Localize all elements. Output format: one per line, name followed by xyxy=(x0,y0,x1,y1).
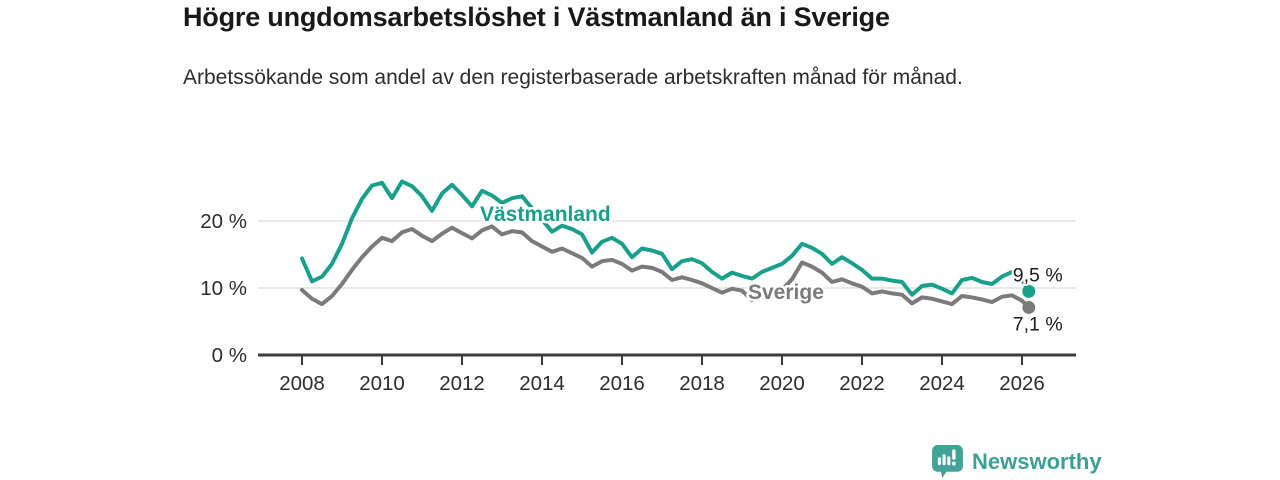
logo-exclamation-dot xyxy=(951,461,956,466)
y-tick-label-0: 0 % xyxy=(212,344,247,367)
x-tick-label-2018: 2018 xyxy=(679,372,725,395)
newsworthy-brand-name: Newsworthy xyxy=(972,448,1102,474)
series-line-vastmanland xyxy=(300,179,1031,297)
series-label-sverige: Sverige xyxy=(748,281,824,304)
logo-bar-medium xyxy=(942,454,946,466)
series-line-sverige xyxy=(300,224,1031,310)
newsworthy-brand: Newsworthy xyxy=(931,444,1102,479)
newsworthy-logo-icon xyxy=(932,445,963,479)
x-tick-label-2016: 2016 xyxy=(599,372,645,395)
logo-exclamation-bar xyxy=(952,449,956,460)
endpoint-dot-sverige xyxy=(1022,300,1036,314)
page-title: Högre ungdomsarbetslöshet i Västmanland … xyxy=(183,2,890,32)
x-tick-label-2012: 2012 xyxy=(439,372,485,395)
x-tick-label-2020: 2020 xyxy=(759,372,805,395)
x-tick-label-2022: 2022 xyxy=(839,372,885,395)
y-tick-label-10: 10 % xyxy=(200,277,247,300)
x-tick-label-2010: 2010 xyxy=(359,372,405,395)
chart-subtitle: Arbetssökande som andel av den registerb… xyxy=(183,66,963,89)
end-value-label-sverige: 7,1 % xyxy=(1013,313,1063,335)
endpoint-dot-vastmanland xyxy=(1022,284,1036,298)
x-tick-label-2014: 2014 xyxy=(519,372,565,395)
x-tick-label-2008: 2008 xyxy=(279,372,325,395)
logo-bar-tall xyxy=(947,456,951,466)
logo-bar-small xyxy=(937,457,941,466)
end-value-label-vastmanland: 9,5 % xyxy=(1013,264,1063,286)
x-tick-label-2024: 2024 xyxy=(919,372,965,395)
x-tick-label-2026: 2026 xyxy=(999,372,1045,395)
series-label-vastmanland: Västmanland xyxy=(480,203,611,226)
y-tick-label-20: 20 % xyxy=(200,210,247,233)
